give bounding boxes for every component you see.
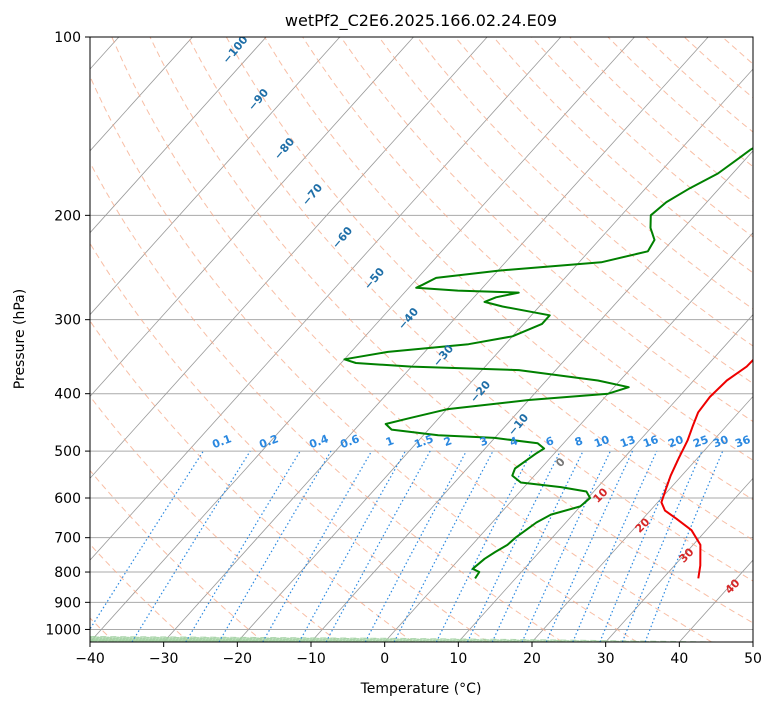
mixing-ratio-line xyxy=(599,450,682,642)
dry-adiabat xyxy=(111,37,712,642)
y-tick-label: 900 xyxy=(54,595,81,611)
mixing-ratio-label: 20 xyxy=(666,433,685,451)
dry-adiabat xyxy=(90,543,190,642)
x-tick-label: −20 xyxy=(223,651,253,667)
dry-adiabat xyxy=(90,395,339,642)
mixing-ratio-line xyxy=(131,450,251,642)
mixing-ratio-label: 13 xyxy=(618,433,637,450)
y-tick-label: 400 xyxy=(54,387,81,403)
isotherm-line xyxy=(90,37,562,561)
y-tick-label: 500 xyxy=(54,444,81,460)
isotherm-line xyxy=(237,68,753,642)
mixing-ratio-line xyxy=(435,450,533,642)
plot-area xyxy=(90,37,753,642)
mixing-ratio-label: 16 xyxy=(641,433,660,451)
mixing-ratio-label: 30 xyxy=(711,433,730,451)
y-axis: 100 200 300 400 500 600 700 800 900 1000 xyxy=(45,30,90,638)
y-tick-label: 600 xyxy=(54,491,81,507)
isotherm-line xyxy=(90,37,193,152)
isotherm-line xyxy=(90,37,635,642)
y-tick-label: 100 xyxy=(54,30,81,46)
grid-lines xyxy=(90,37,753,642)
moist-adiabat xyxy=(90,636,680,642)
isotherm-line xyxy=(752,641,753,642)
mixing-ratio-label: 0.1 xyxy=(210,432,233,451)
y-tick-label: 200 xyxy=(54,208,81,224)
y-axis-title: Pressure (hPa) xyxy=(12,289,28,389)
mixing-ratio-label: 10 xyxy=(592,433,611,451)
x-tick-label: −10 xyxy=(296,651,326,667)
plot-frame xyxy=(89,36,754,643)
dry-adiabat xyxy=(90,320,414,642)
moist-adiabat xyxy=(90,637,606,642)
x-tick-label: 10 xyxy=(449,651,467,667)
mixing-ratio-label: 25 xyxy=(691,433,710,450)
x-axis-title: Temperature (°C) xyxy=(360,681,482,697)
mixing-ratio-label: 4 xyxy=(508,434,520,449)
mixing-ratio-label: 3 xyxy=(478,434,490,449)
mixing-ratio-line xyxy=(298,450,406,642)
dewpoint-profile xyxy=(343,147,753,579)
x-tick-label: 30 xyxy=(597,651,615,667)
y-tick-label: 700 xyxy=(54,531,81,547)
isotherm-line xyxy=(90,37,341,316)
x-tick-label: 40 xyxy=(670,651,688,667)
x-tick-label: −30 xyxy=(149,651,179,667)
mixing-ratio-label: 6 xyxy=(544,434,556,449)
mixing-ratio-line xyxy=(621,450,703,642)
dry-adiabat xyxy=(454,37,753,310)
chart-title: wetPf2_C2E6.2025.166.02.24.E09 xyxy=(285,11,557,31)
mixing-ratio-label: 0.4 xyxy=(307,432,330,451)
mixing-ratio-label: 0.2 xyxy=(257,432,280,451)
dry-adiabat xyxy=(90,242,488,642)
dry-adiabat xyxy=(149,37,753,624)
x-tick-label: 50 xyxy=(744,651,762,667)
mixing-ratio-label: 1.5 xyxy=(412,432,435,451)
y-tick-label: 800 xyxy=(54,565,81,581)
x-axis: −40 −30 −20 −10 0 10 20 30 40 50 xyxy=(75,642,762,667)
mixing-ratio-label: 0.6 xyxy=(338,432,361,451)
moist-adiabat xyxy=(90,635,717,642)
x-tick-label: −40 xyxy=(75,651,105,667)
mixing-ratio-line xyxy=(364,450,467,642)
plot-background xyxy=(90,37,753,642)
series-lines xyxy=(343,147,753,579)
mixing-ratio-line xyxy=(545,450,634,642)
mixing-ratio-line xyxy=(325,450,431,642)
isotherm-line xyxy=(163,37,709,642)
mixing-ratio-label: 36 xyxy=(733,433,752,451)
isotherm-line xyxy=(458,313,753,642)
dry-adiabat xyxy=(90,469,264,642)
temperature-profile xyxy=(660,358,753,579)
mixing-ratio-label: 8 xyxy=(573,434,585,449)
mixing-ratio-line xyxy=(644,450,724,642)
isotherm-line xyxy=(90,37,488,479)
x-tick-label: 20 xyxy=(523,651,541,667)
plot-border xyxy=(89,36,754,643)
y-tick-label: 1000 xyxy=(45,622,81,638)
isotherm-line xyxy=(90,37,414,398)
isotherm-line xyxy=(605,477,753,642)
y-tick-label: 300 xyxy=(54,313,81,329)
isotherm-line xyxy=(384,232,753,642)
isotherm-line xyxy=(531,395,753,642)
dry-adiabat xyxy=(416,37,753,347)
x-tick-label: 0 xyxy=(380,651,389,667)
mixing-ratio-line xyxy=(572,450,658,642)
mixing-ratio-label: 1 xyxy=(384,434,396,449)
isotherm-line xyxy=(90,37,267,234)
moist-adiabat xyxy=(90,636,643,642)
isotherm-line xyxy=(310,150,753,642)
dry-adiabat xyxy=(90,161,563,642)
mixing-ratio-label: 2 xyxy=(442,434,454,449)
mixing-ratio-line xyxy=(90,450,204,631)
